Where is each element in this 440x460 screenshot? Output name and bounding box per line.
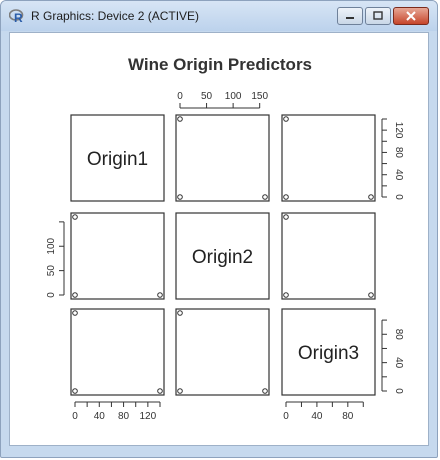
tick-label-right1-40: 40 xyxy=(393,169,404,181)
tick-label-bottom1-40: 40 xyxy=(94,411,106,422)
tick-label-bottom1-0: 0 xyxy=(72,411,78,422)
tick-label-bottom3-40: 40 xyxy=(311,411,323,422)
point-1-2-2 xyxy=(262,194,268,200)
close-icon xyxy=(406,11,416,21)
pairs-plot: Wine Origin Predictors Origin1 Origin2 Ori… xyxy=(46,55,404,422)
svg-text:R: R xyxy=(14,11,23,24)
minimize-icon xyxy=(346,17,354,19)
panel-1-1 xyxy=(70,114,165,202)
panel-1-2 xyxy=(175,114,270,202)
point-1-2-3 xyxy=(177,194,183,200)
r-logo-icon: R xyxy=(9,9,24,24)
panel-3-2 xyxy=(175,308,270,396)
point-3-1-2 xyxy=(72,388,78,394)
diagonal-label-origin2: Origin2 xyxy=(192,247,253,268)
point-3-1-3 xyxy=(72,310,78,316)
tick-label-top-50: 50 xyxy=(201,91,213,102)
tick-label-top-0: 0 xyxy=(177,91,183,102)
point-2-1-2 xyxy=(72,214,78,220)
tick-label-right1-0: 0 xyxy=(393,194,404,200)
diagonal-label-origin1: Origin1 xyxy=(87,149,148,170)
tick-label-bottom1-80: 80 xyxy=(118,411,130,422)
tick-label-bottom3-80: 80 xyxy=(342,411,354,422)
panel-1-3 xyxy=(281,114,376,202)
tick-label-bottom3-0: 0 xyxy=(283,411,289,422)
tick-label-bottom1-120: 120 xyxy=(140,411,157,422)
tick-label-left-50: 50 xyxy=(46,265,57,277)
tick-label-right3-80: 80 xyxy=(393,329,404,341)
panel-2-3 xyxy=(281,212,376,300)
tick-label-top-150: 150 xyxy=(251,91,268,102)
close-button[interactable] xyxy=(393,7,429,25)
point-2-3-2 xyxy=(283,214,289,220)
tick-label-right3-40: 40 xyxy=(393,357,404,369)
minimize-button[interactable] xyxy=(337,7,363,25)
tick-label-left-100: 100 xyxy=(46,237,57,254)
point-1-3-2 xyxy=(283,194,289,200)
chart-title: Wine Origin Predictors xyxy=(128,55,312,74)
window-title: R Graphics: Device 2 (ACTIVE) xyxy=(31,9,200,23)
plot-canvas: Wine Origin Predictors Origin1 Origin2 Ori… xyxy=(9,32,429,446)
point-3-2-1 xyxy=(177,388,183,394)
diagonal-label-origin3: Origin3 xyxy=(298,343,359,364)
panel-3-3 xyxy=(281,308,376,396)
panel-2-1 xyxy=(70,212,165,300)
point-3-2-3 xyxy=(177,310,183,316)
point-3-1-1 xyxy=(157,388,163,394)
point-2-1-1 xyxy=(157,292,163,298)
point-2-3-3 xyxy=(368,292,374,298)
maximize-button[interactable] xyxy=(365,7,391,25)
point-3-2-2 xyxy=(262,388,268,394)
point-1-3-3 xyxy=(368,194,374,200)
tick-label-right3-0: 0 xyxy=(393,388,404,394)
tick-label-top-100: 100 xyxy=(225,91,242,102)
point-1-2-1 xyxy=(177,116,183,122)
tick-label-right1-80: 80 xyxy=(393,147,404,159)
titlebar[interactable]: R R Graphics: Device 2 (ACTIVE) xyxy=(1,1,437,31)
tick-label-left-0: 0 xyxy=(46,292,57,298)
point-2-3-1 xyxy=(283,292,289,298)
point-2-1-3 xyxy=(72,292,78,298)
panel-2-2 xyxy=(175,212,270,300)
tick-label-right1-120: 120 xyxy=(393,122,404,139)
panel-3-1 xyxy=(70,308,165,396)
point-1-3-1 xyxy=(283,116,289,122)
maximize-icon xyxy=(373,11,383,20)
